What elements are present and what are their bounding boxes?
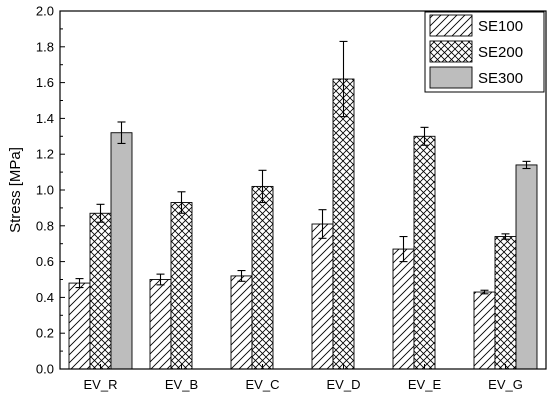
y-tick-label: 1.6 bbox=[36, 75, 54, 90]
bar-SE200-EV_C bbox=[251, 185, 274, 370]
y-tick-label: 0.8 bbox=[36, 218, 54, 233]
bar-SE200-EV_G bbox=[494, 236, 517, 370]
legend: SE100 SE200 SE300 bbox=[424, 11, 545, 93]
bar-SE200-EV_R bbox=[89, 212, 112, 370]
y-tick-label: 1.8 bbox=[36, 39, 54, 54]
y-tick-label: 0.2 bbox=[36, 326, 54, 341]
x-tick-label: EV_B bbox=[165, 377, 198, 392]
x-tick-label: EV_G bbox=[488, 377, 523, 392]
legend-label-SE200: SE200 bbox=[478, 44, 523, 61]
y-axis-title: Stress [MPa] bbox=[7, 147, 24, 233]
legend-swatch-SE200 bbox=[429, 40, 473, 63]
bar-SE200-EV_B bbox=[170, 202, 193, 370]
y-tick-label: 0.0 bbox=[36, 362, 54, 377]
legend-swatch-SE100 bbox=[429, 14, 473, 37]
error-bars-layer bbox=[75, 40, 531, 295]
axes-layer: 0.0 0.2 0.4 0.6 0.8 1.0 1.2 1.4 1.6 1.8 2.0 EV_R EV_… bbox=[36, 4, 547, 392]
bar-SE100-EV_B bbox=[149, 279, 172, 370]
error-bar-SE100-EV_C bbox=[237, 269, 246, 282]
error-bar-SE100-EV_R bbox=[75, 278, 84, 289]
bar-SE300-EV_G bbox=[515, 164, 538, 370]
y-tick-label: 0.6 bbox=[36, 254, 54, 269]
error-bar-SE300-EV_R bbox=[117, 121, 126, 145]
error-bar-SE100-EV_G bbox=[480, 289, 489, 295]
error-bar-SE200-EV_R bbox=[96, 203, 105, 223]
error-bar-SE100-EV_D bbox=[318, 209, 327, 239]
bar-SE100-EV_R bbox=[68, 282, 91, 370]
y-tick-label: 1.0 bbox=[36, 183, 54, 198]
error-bar-SE200-EV_G bbox=[501, 233, 510, 240]
x-tick-label: EV_R bbox=[84, 377, 118, 392]
error-bar-SE300-EV_G bbox=[522, 160, 531, 170]
error-bar-SE200-EV_B bbox=[177, 191, 186, 214]
error-bar-SE200-EV_C bbox=[258, 169, 267, 204]
error-bar-SE100-EV_E bbox=[399, 235, 408, 263]
bar-SE200-EV_D bbox=[332, 78, 355, 370]
error-bar-SE200-EV_D bbox=[339, 40, 348, 118]
bar-SE100-EV_C bbox=[230, 275, 253, 370]
x-tick-label: EV_D bbox=[327, 377, 361, 392]
error-bar-SE100-EV_B bbox=[156, 273, 165, 286]
bar-SE300-EV_R bbox=[110, 132, 133, 370]
bars-layer bbox=[68, 78, 538, 370]
error-bar-SE200-EV_E bbox=[420, 126, 429, 146]
legend-label-SE100: SE100 bbox=[478, 18, 523, 35]
bar-SE200-EV_E bbox=[413, 135, 436, 370]
y-tick-label: 0.4 bbox=[36, 290, 54, 305]
y-tick-label: 1.2 bbox=[36, 147, 54, 162]
legend-label-SE300: SE300 bbox=[478, 70, 523, 87]
bar-SE100-EV_G bbox=[473, 291, 496, 370]
x-tick-label: EV_E bbox=[408, 377, 442, 392]
bar-SE100-EV_D bbox=[311, 223, 334, 370]
y-tick-label: 1.4 bbox=[36, 111, 54, 126]
x-tick-label: EV_C bbox=[246, 377, 280, 392]
legend-swatch-SE300 bbox=[429, 66, 473, 89]
y-tick-label: 2.0 bbox=[36, 4, 54, 19]
bar-SE100-EV_E bbox=[392, 248, 415, 370]
